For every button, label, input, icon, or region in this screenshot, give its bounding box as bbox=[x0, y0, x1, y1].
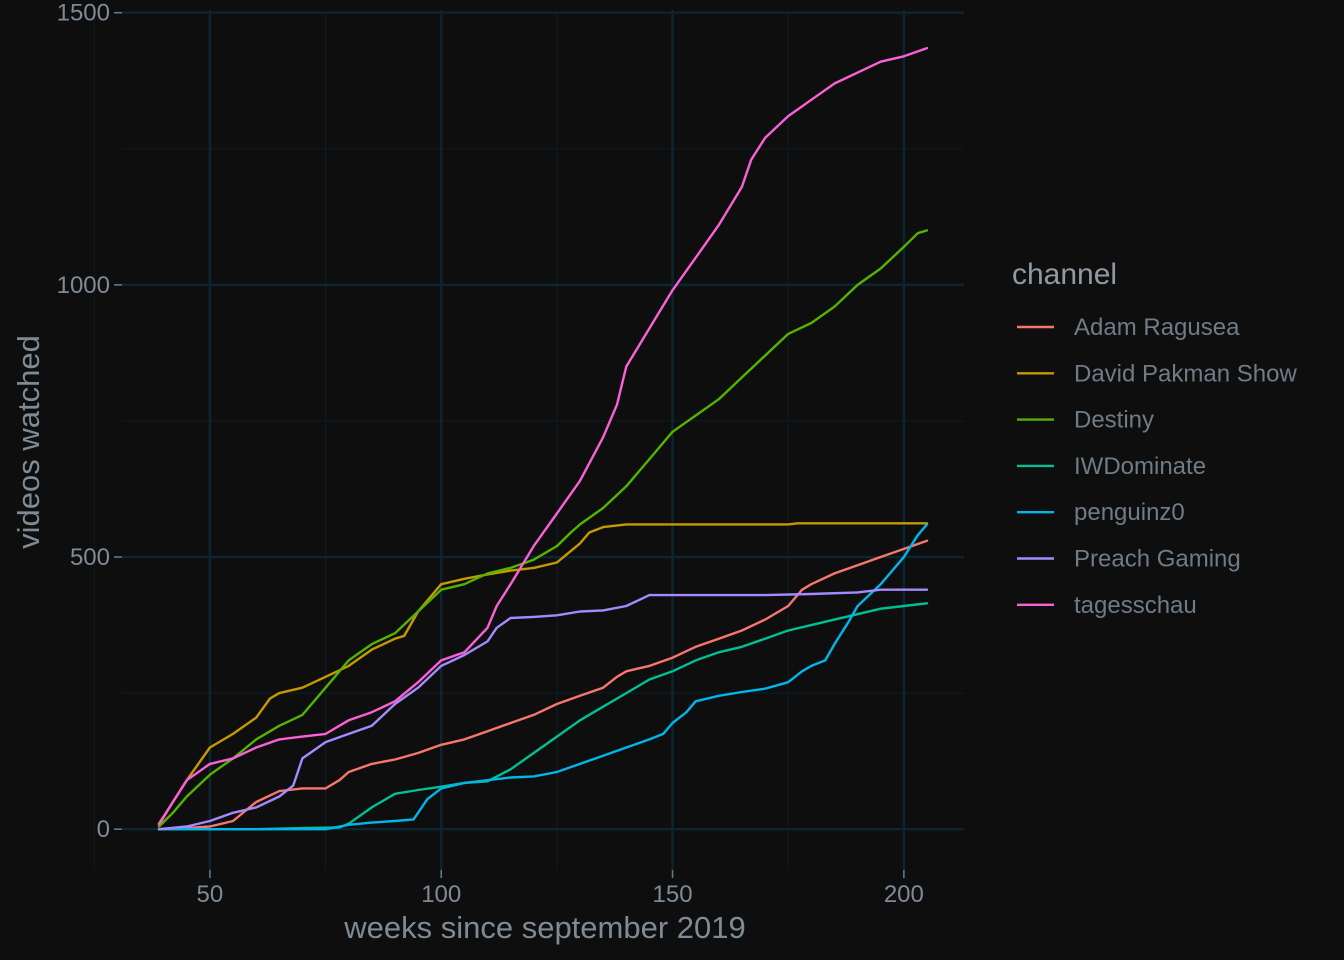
legend: channel Adam Ragusea David Pakman Show Des… bbox=[1012, 258, 1297, 619]
y-tick-labels: 0 500 1000 1500 bbox=[57, 0, 110, 843]
legend-label-1: David Pakman Show bbox=[1074, 360, 1297, 387]
x-tick-label: 150 bbox=[653, 881, 693, 908]
series-line-3 bbox=[157, 602, 929, 831]
y-tick-label: 500 bbox=[70, 544, 110, 571]
y-tick-label: 0 bbox=[97, 816, 110, 843]
y-tick-label: 1000 bbox=[57, 272, 110, 299]
legend-label-5: Preach Gaming bbox=[1074, 546, 1241, 573]
series-line-0 bbox=[157, 539, 929, 831]
y-axis-title: videos watched bbox=[11, 335, 46, 549]
series-line-2 bbox=[157, 229, 929, 828]
x-tick-label: 200 bbox=[884, 881, 924, 908]
legend-label-0: Adam Ragusea bbox=[1074, 314, 1240, 341]
series-line-5 bbox=[157, 588, 929, 831]
x-tick-label: 100 bbox=[421, 881, 461, 908]
axis-ticks bbox=[114, 11, 905, 878]
series-line-4 bbox=[157, 523, 929, 831]
series-line-1 bbox=[157, 522, 929, 826]
series-line-6 bbox=[157, 46, 929, 825]
major-gridlines bbox=[122, 10, 964, 870]
minor-gridlines bbox=[93, 10, 964, 870]
legend-label-4: penguinz0 bbox=[1074, 499, 1185, 526]
x-axis-title: weeks since september 2019 bbox=[343, 910, 746, 945]
legend-label-2: Destiny bbox=[1074, 407, 1154, 434]
x-tick-labels: 50 100 150 200 bbox=[197, 881, 924, 908]
legend-label-3: IWDominate bbox=[1074, 453, 1206, 480]
y-tick-label: 1500 bbox=[57, 0, 110, 27]
x-tick-label: 50 bbox=[197, 881, 224, 908]
legend-title: channel bbox=[1012, 258, 1117, 291]
series-lines bbox=[157, 46, 929, 831]
legend-label-6: tagesschau bbox=[1074, 592, 1197, 619]
